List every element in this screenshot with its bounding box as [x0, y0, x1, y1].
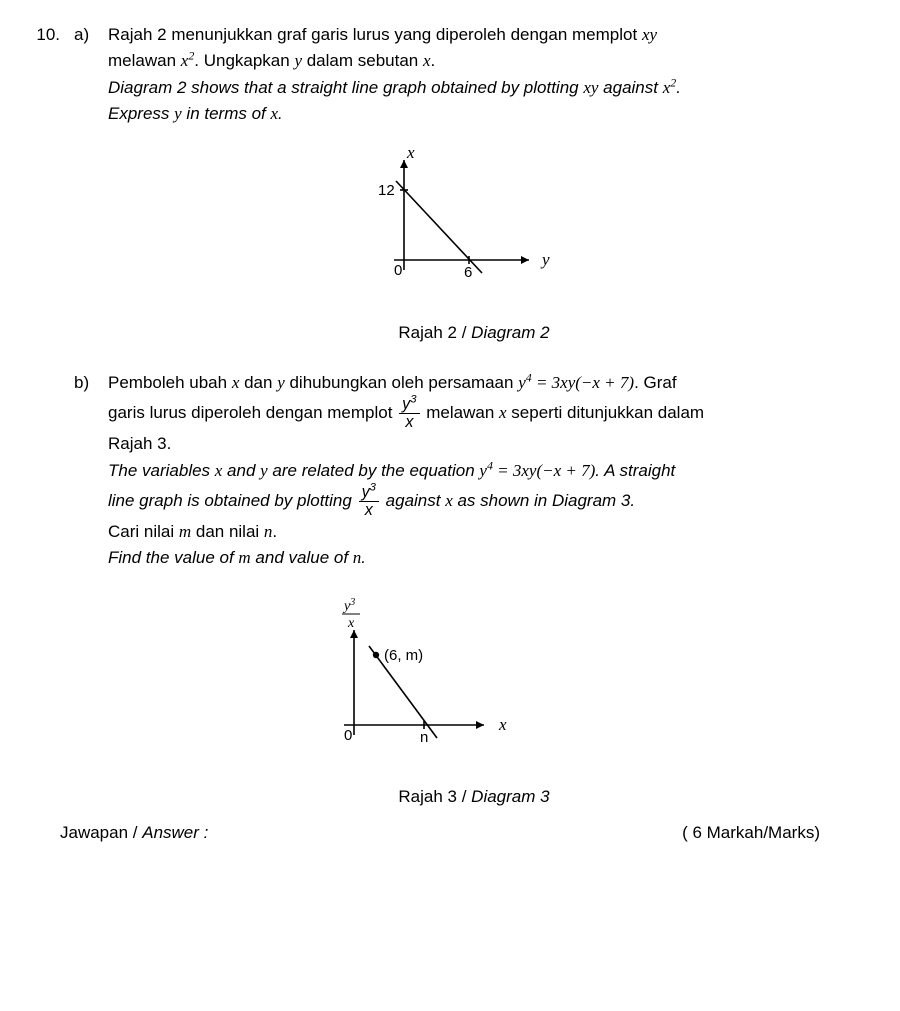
part-b-text: Pemboleh ubah x dan y dihubungkan oleh p…: [108, 370, 840, 572]
text: dalam sebutan: [302, 51, 423, 70]
text: . Ungkapkan: [194, 51, 294, 70]
var-x2: x2: [663, 78, 677, 97]
var-x: x: [423, 51, 431, 70]
text: Cari nilai: [108, 522, 179, 541]
question-number: 10.: [0, 22, 74, 48]
eq-lhs: y4: [518, 373, 532, 392]
caption-italic: Diagram 3: [471, 787, 549, 806]
text-italic: The variables: [108, 461, 215, 480]
origin-label: 0: [394, 262, 402, 279]
var-xy: xy: [642, 25, 657, 44]
diagram-2: x y 0 12 6: [108, 145, 840, 303]
text-italic: .: [278, 104, 283, 123]
part-a-text: Rajah 2 menunjukkan graf garis lurus yan…: [108, 22, 840, 127]
diagram-2-caption: Rajah 2 / Diagram 2: [108, 320, 840, 346]
text-italic: as shown in Diagram 3.: [453, 491, 635, 510]
answer-label: Jawapan / Answer :: [60, 820, 682, 846]
text-italic: are related by the equation: [268, 461, 480, 480]
text: dihubungkan oleh persamaan: [285, 373, 518, 392]
x-tick-label: n: [420, 729, 428, 746]
frac-den: x: [347, 616, 355, 631]
text: dan: [239, 373, 277, 392]
text-italic: Find the value of: [108, 548, 238, 567]
var-x: x: [445, 491, 453, 510]
x-tick-label: 6: [464, 264, 472, 281]
var-x: x: [499, 403, 507, 422]
eq-rhs: = 3xy(−x + 7): [532, 373, 634, 392]
text-italic: line graph is obtained by plotting: [108, 491, 357, 510]
fraction: y3x: [399, 396, 419, 431]
text-italic: .: [361, 548, 366, 567]
text-italic: . A straight: [595, 461, 675, 480]
y-axis-label: x: [406, 143, 415, 162]
text: melawan: [422, 403, 499, 422]
answer-italic: Answer :: [142, 823, 208, 842]
text-italic: Express: [108, 104, 174, 123]
diagram-3-caption: Rajah 3 / Diagram 3: [108, 784, 840, 810]
text-italic: Diagram 2 shows that a straight line gra…: [108, 78, 583, 97]
text: Rajah 3.: [108, 434, 171, 453]
text: Pemboleh ubah: [108, 373, 232, 392]
text: . Graf: [634, 373, 677, 392]
text-italic: against: [598, 78, 662, 97]
part-a-label: a): [74, 22, 108, 48]
var-y: y: [277, 373, 285, 392]
caption-plain: Rajah 2 /: [398, 323, 471, 342]
x-axis-label: x: [498, 715, 507, 734]
caption-plain: Rajah 3 /: [398, 787, 471, 806]
text: Rajah 2 menunjukkan graf garis lurus yan…: [108, 25, 642, 44]
eq-rhs: = 3xy(−x + 7): [493, 461, 595, 480]
svg-text:y3: y3: [342, 597, 355, 614]
text-italic: and: [222, 461, 260, 480]
answer-plain: Jawapan /: [60, 823, 142, 842]
var-y: y: [174, 104, 182, 123]
text: .: [431, 51, 436, 70]
text: garis lurus diperoleh dengan memplot: [108, 403, 397, 422]
var-x2: x2: [181, 51, 195, 70]
text: seperti ditunjukkan dalam: [507, 403, 705, 422]
marks-label: ( 6 Markah/Marks): [682, 820, 840, 846]
frac-num: y3: [342, 597, 355, 614]
part-b-label: b): [74, 370, 108, 396]
text-italic: in terms of: [182, 104, 271, 123]
diagram-3: y3 x x 0 (6, m) n: [8, 590, 840, 768]
text-italic: .: [676, 78, 681, 97]
text: dan nilai: [191, 522, 264, 541]
y-tick-label: 12: [378, 182, 395, 199]
fraction: y3x: [359, 484, 379, 519]
eq-lhs: y4: [479, 461, 493, 480]
var-y: y: [294, 51, 302, 70]
var-m: m: [179, 522, 191, 541]
var-y: y: [260, 461, 268, 480]
x-axis-label: y: [540, 250, 550, 269]
var-n: n: [353, 548, 362, 567]
var-m: m: [238, 548, 250, 567]
text-italic: against: [381, 491, 445, 510]
origin-label: 0: [344, 727, 352, 744]
point-label: (6, m): [384, 647, 423, 664]
caption-italic: Diagram 2: [471, 323, 549, 342]
var-xy: xy: [583, 78, 598, 97]
text: .: [272, 522, 277, 541]
var-x: x: [271, 104, 279, 123]
text-italic: and value of: [251, 548, 353, 567]
text: melawan: [108, 51, 181, 70]
